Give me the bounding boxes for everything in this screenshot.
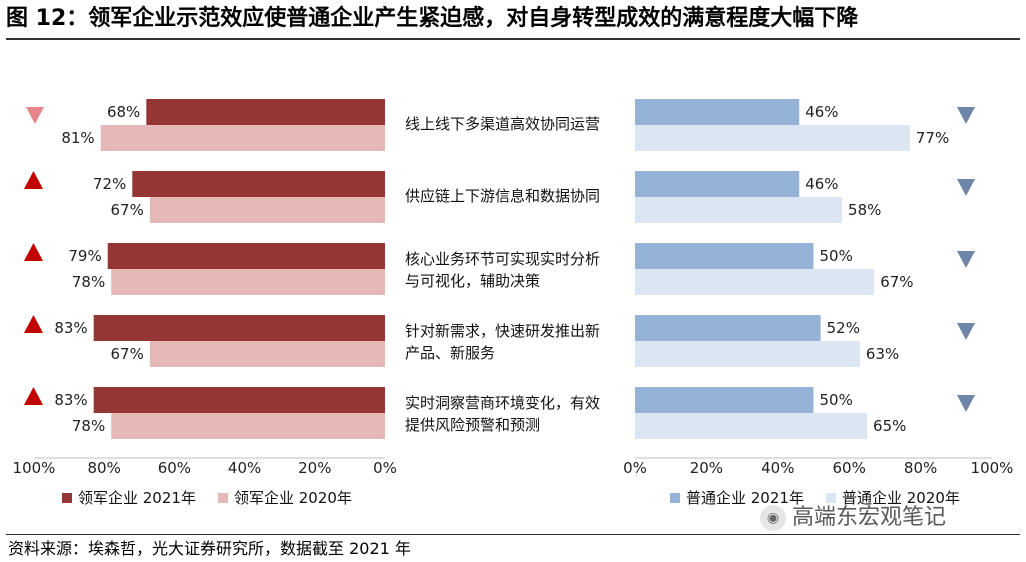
category-label: 供应链上下游信息和数据协同 [405,187,600,205]
normal-value-label: 65% [873,417,906,435]
normal-x-tick-label: 20% [690,459,723,477]
normal-bar-2021 [635,99,800,125]
leader-x-tick-label: 80% [88,459,121,477]
leader-x-tick-label: 60% [158,459,191,477]
down-triangle-icon [957,251,975,268]
leader-x-tick-label: 100% [13,459,56,477]
wechat-icon: ◉ [760,505,786,531]
normal-bar-2021 [635,171,800,197]
leader-value-label: 78% [72,273,105,291]
normal-bar-2020 [635,413,868,439]
category-label: 与可视化，辅助决策 [405,272,540,290]
leader-bar-2020 [100,125,385,151]
leader-value-label: 68% [107,103,140,121]
legend-swatch [826,493,836,503]
normal-value-label: 50% [820,391,853,409]
category-label: 线上线下多渠道高效协同运营 [405,115,600,133]
normal-x-tick-label: 40% [761,459,794,477]
normal-x-tick-label: 0% [623,459,647,477]
leader-value-label: 72% [93,175,126,193]
normal-value-label: 52% [827,319,860,337]
legend-swatch [62,493,72,503]
leader-x-tick-label: 0% [373,459,397,477]
footer-divider [6,534,1020,535]
normal-bar-2021 [635,243,814,269]
normal-bar-2020 [635,341,860,367]
leader-bar-2020 [111,269,385,295]
legend-swatch [670,493,680,503]
up-triangle-icon [24,243,43,261]
category-label: 产品、新服务 [405,344,495,362]
down-triangle-icon [957,323,975,340]
normal-bar-2020 [635,197,843,223]
normal-bar-2020 [635,125,910,151]
leader-value-label: 67% [110,201,143,219]
normal-x-tick-label: 60% [833,459,866,477]
down-triangle-icon [957,179,975,196]
category-label: 针对新需求，快速研发推出新 [405,322,600,340]
comparison-bar-chart: 68% 81% 46% 77% 线上线下多渠道高效协同运营 72% 67% 46% 58% 供应链… [13,99,1014,507]
category-label: 实时洞察营商环境变化，有效 [405,394,600,412]
leader-bar-2020 [111,413,385,439]
normal-value-label: 50% [820,247,853,265]
normal-x-tick-label: 100% [971,459,1014,477]
leader-value-label: 81% [61,129,94,147]
normal-value-label: 67% [880,273,913,291]
leader-value-label: 83% [54,391,87,409]
legend-label: 领军企业 2021年 [78,489,196,507]
legend-label: 普通企业 2020年 [842,489,960,507]
normal-value-label: 63% [866,345,899,363]
leader-bar-2021 [146,99,385,125]
down-triangle-icon [957,107,975,124]
normal-x-tick-label: 80% [904,459,937,477]
category-label: 核心业务环节可实现实时分析 [405,250,600,268]
normal-bar-2021 [635,315,821,341]
up-triangle-icon [24,315,43,333]
legend-label: 领军企业 2020年 [234,489,352,507]
legend-swatch [218,493,228,503]
title-divider [6,38,1020,40]
normal-bar-2021 [635,387,814,413]
leader-value-label: 67% [110,345,143,363]
page-title: 图 12：领军企业示范效应使普通企业产生紧迫感，对自身转型成效的满意程度大幅下降 [6,6,859,31]
normal-value-label: 77% [916,129,949,147]
leader-value-label: 83% [54,319,87,337]
down-triangle-icon [957,395,975,412]
legend-label: 普通企业 2021年 [686,489,804,507]
leader-value-label: 79% [68,247,101,265]
up-triangle-icon [24,387,43,405]
leader-bar-2020 [149,197,385,223]
leader-bar-2021 [132,171,385,197]
down-triangle-icon [26,107,44,124]
watermark-text: 高端东宏观笔记 [792,505,947,530]
normal-value-label: 46% [805,103,838,121]
leader-bar-2020 [149,341,385,367]
source-note: 资料来源：埃森哲，光大证券研究所，数据截至 2021 年 [8,539,411,558]
leader-bar-2021 [107,243,386,269]
normal-value-label: 46% [805,175,838,193]
leader-bar-2021 [93,315,386,341]
leader-value-label: 78% [72,417,105,435]
watermark: ◉ 高端东宏观笔记 [760,505,946,531]
normal-bar-2020 [635,269,875,295]
up-triangle-icon [24,171,43,189]
normal-value-label: 58% [848,201,881,219]
category-label: 提供风险预警和预测 [405,416,540,434]
leader-x-tick-label: 40% [228,459,261,477]
leader-bar-2021 [93,387,386,413]
leader-x-tick-label: 20% [298,459,331,477]
